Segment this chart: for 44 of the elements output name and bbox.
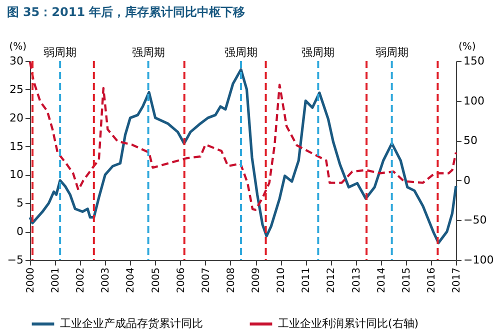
x-tick-label: 2013 bbox=[351, 268, 362, 293]
y-tick-label: 15 bbox=[10, 140, 24, 153]
x-tick-label: 2007 bbox=[200, 268, 212, 293]
y2-tick-label: −50 bbox=[464, 214, 487, 227]
x-tick-label: 2016 bbox=[426, 268, 438, 293]
y-tick-label: 30 bbox=[10, 54, 24, 68]
y2-tick-label: 50 bbox=[464, 134, 478, 148]
x-tick-label: 2005 bbox=[150, 268, 162, 293]
ref-line-label: 弱周期 bbox=[375, 46, 408, 59]
x-tick-label: 2001 bbox=[50, 268, 62, 293]
y-tick-label: 5 bbox=[16, 196, 24, 210]
y2-tick-label: −100 bbox=[464, 254, 494, 266]
y2-tick-label: 0 bbox=[464, 174, 470, 187]
x-tick-label: 2004 bbox=[126, 268, 137, 293]
y-tick-label: 0 bbox=[16, 225, 24, 238]
ref-line-label: 强周期 bbox=[224, 46, 258, 59]
y2-tick-label: 150 bbox=[464, 54, 484, 68]
ref-line-label: 强周期 bbox=[302, 46, 335, 59]
x-tick-label: 2015 bbox=[401, 268, 412, 293]
line-series bbox=[28, 60, 458, 211]
legend-label: 工业企业产成品存货累计同比 bbox=[60, 317, 203, 330]
x-tick-label: 2011 bbox=[301, 268, 312, 293]
y-tick-label: 10 bbox=[10, 168, 24, 182]
x-tick-label: 2014 bbox=[376, 268, 388, 293]
x-tick-label: 2012 bbox=[326, 268, 338, 293]
x-tick-label: 2003 bbox=[100, 268, 112, 293]
y-tick-label: 20 bbox=[10, 111, 24, 124]
x-tick-label: 2000 bbox=[26, 268, 36, 293]
y-axis-title: (%) bbox=[9, 42, 27, 52]
x-tick-label: 2008 bbox=[226, 268, 237, 293]
y2-axis-title: (%) bbox=[458, 42, 476, 52]
chart-title: 图 35：2011 年后，库存累计同比中枢下移 bbox=[6, 5, 246, 19]
x-tick-label: 2002 bbox=[76, 268, 87, 293]
ref-line-label: 强周期 bbox=[132, 46, 165, 59]
x-tick-label: 2017 bbox=[452, 268, 462, 293]
line-series bbox=[28, 68, 458, 244]
y2-tick-label: 100 bbox=[464, 94, 484, 108]
x-tick-label: 2009 bbox=[251, 268, 262, 293]
y-tick-label: −5 bbox=[7, 254, 24, 266]
x-tick-label: 2006 bbox=[176, 268, 187, 293]
x-tick-label: 2010 bbox=[276, 268, 288, 293]
legend-label: 工业企业利润累计同比(右轴) bbox=[278, 317, 419, 330]
y-tick-label: 25 bbox=[10, 82, 24, 96]
ref-line-label: 弱周期 bbox=[44, 46, 77, 59]
